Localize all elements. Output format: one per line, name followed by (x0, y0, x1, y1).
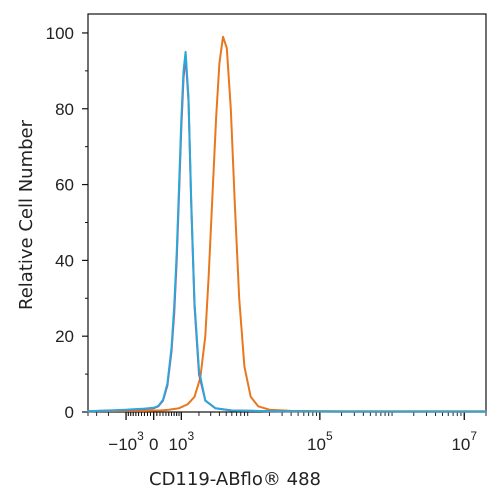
y-tick-label: 60 (55, 176, 74, 195)
y-tick-label: 0 (65, 403, 74, 422)
x-tick-label: −103 (108, 429, 144, 454)
y-tick-label: 100 (46, 24, 74, 43)
y-tick-label: 40 (55, 251, 74, 270)
series-line-1 (87, 35, 487, 413)
x-tick-base: −10 (108, 435, 137, 454)
x-tick-base: 10 (307, 435, 326, 454)
series-line-3 (87, 50, 487, 413)
x-tick-label: 0 (149, 435, 158, 454)
plot-frame (87, 13, 487, 413)
x-tick-exponent: 7 (470, 429, 477, 443)
series-layer (87, 35, 487, 413)
x-tick-exponent: 5 (326, 429, 333, 443)
y-tick-label: 80 (55, 100, 74, 119)
x-tick-base: 10 (451, 435, 470, 454)
y-tick-label: 20 (55, 327, 74, 346)
x-tick-label: 103 (169, 429, 195, 454)
y-axis: 0 20 40 60 80 100 (46, 24, 88, 422)
x-tick-base: 10 (169, 435, 188, 454)
y-axis-title: Relative Cell Number (16, 119, 37, 310)
x-axis-title: CD119-ABflo® 488 (149, 469, 321, 490)
x-tick-exponent: 3 (187, 429, 194, 443)
x-axis: −103 0 103 105 107 (87, 412, 487, 454)
x-tick-label: 105 (307, 429, 333, 454)
x-tick-base: 0 (149, 435, 158, 454)
x-tick-label: 107 (451, 429, 477, 454)
x-tick-exponent: 3 (137, 429, 144, 443)
